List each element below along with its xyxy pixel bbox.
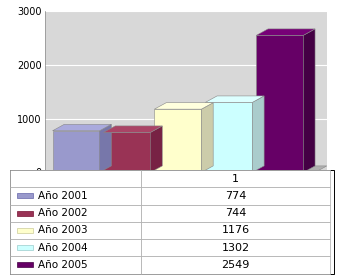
Bar xyxy=(141,187,330,205)
Bar xyxy=(17,228,33,233)
Text: 1: 1 xyxy=(232,174,239,184)
Text: 1176: 1176 xyxy=(222,225,250,235)
Polygon shape xyxy=(104,126,162,132)
Polygon shape xyxy=(256,29,315,35)
Text: Año 2004: Año 2004 xyxy=(38,243,87,253)
Bar xyxy=(17,262,33,267)
Bar xyxy=(256,35,303,172)
Polygon shape xyxy=(205,96,264,102)
Text: Año 2003: Año 2003 xyxy=(38,225,87,235)
Polygon shape xyxy=(99,124,111,172)
Bar xyxy=(17,245,33,250)
Bar xyxy=(10,170,141,187)
Text: 774: 774 xyxy=(225,191,246,201)
Polygon shape xyxy=(202,103,213,172)
Bar xyxy=(154,109,202,172)
Bar xyxy=(17,193,33,198)
Polygon shape xyxy=(53,124,111,131)
Bar xyxy=(141,170,330,187)
Bar xyxy=(10,187,141,205)
Text: Año 2001: Año 2001 xyxy=(38,191,87,201)
Polygon shape xyxy=(53,166,327,172)
Polygon shape xyxy=(303,29,315,172)
Bar xyxy=(17,211,33,216)
Bar xyxy=(141,205,330,222)
Bar xyxy=(10,239,141,256)
Bar xyxy=(104,132,151,172)
Text: 2549: 2549 xyxy=(222,260,250,270)
Bar xyxy=(10,222,141,239)
Text: 1302: 1302 xyxy=(222,243,250,253)
Text: Año 2002: Año 2002 xyxy=(38,208,87,218)
Text: Año 2005: Año 2005 xyxy=(38,260,87,270)
Bar xyxy=(141,256,330,274)
Bar xyxy=(53,131,99,172)
Text: 744: 744 xyxy=(225,208,246,218)
Bar xyxy=(10,205,141,222)
Polygon shape xyxy=(154,103,213,109)
Bar xyxy=(10,256,141,274)
Polygon shape xyxy=(151,126,162,172)
Bar xyxy=(141,239,330,256)
Bar xyxy=(141,222,330,239)
Polygon shape xyxy=(252,96,264,172)
Bar xyxy=(205,102,252,172)
